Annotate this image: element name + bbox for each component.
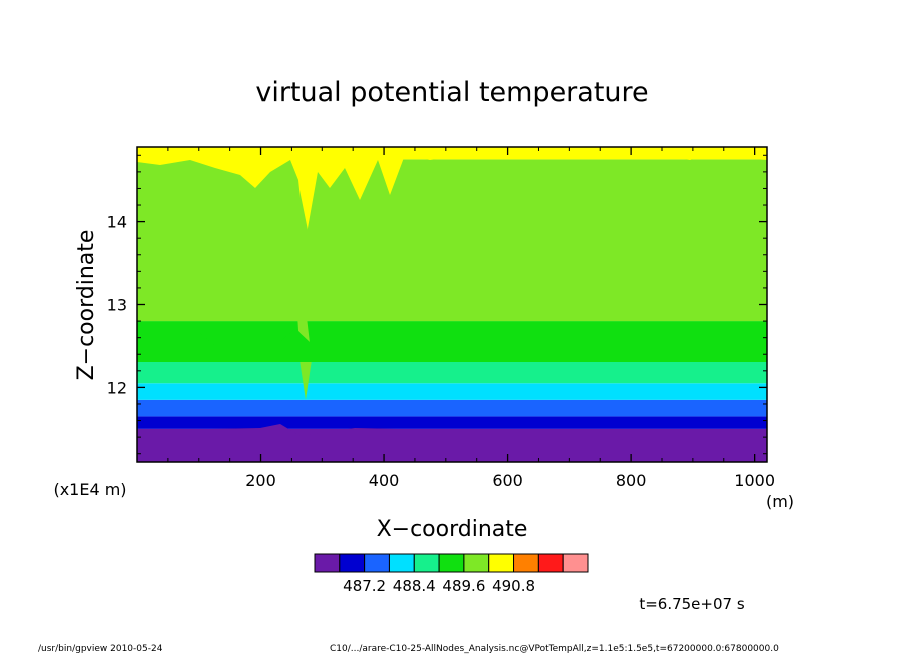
y-tick-label: 12 [107, 378, 127, 397]
x-tick-label: 1000 [734, 471, 775, 490]
colorbar-label: 487.2 [343, 577, 386, 595]
colorbar-swatch [413, 553, 440, 573]
x-axis-label: X−coordinate [377, 517, 528, 542]
colorbar-swatch [562, 553, 589, 573]
colorbar-swatch [314, 553, 341, 573]
x-tick-label: 400 [369, 471, 400, 490]
y-tick-label: 14 [107, 213, 127, 232]
x-axis-unit: (m) [766, 492, 794, 511]
colorbar: 487.2 488.4 489.6 490.8 [314, 553, 589, 595]
chart-title: virtual potential temperature [255, 77, 648, 108]
y-axis-label: Z−coordinate [74, 230, 99, 381]
x-tick-label: 800 [616, 471, 647, 490]
colorbar-swatch [463, 553, 490, 573]
plot-area [137, 147, 767, 462]
colorbar-label: 488.4 [393, 577, 436, 595]
contour-band-3 [137, 383, 767, 400]
colorbar-swatch [388, 553, 415, 573]
contour-band-2 [137, 399, 767, 417]
colorbar-label: 489.6 [442, 577, 485, 595]
contour-band-6 [137, 159, 767, 322]
x-axis: 200 400 600 800 1000 [167, 147, 775, 490]
colorbar-label: 490.8 [492, 577, 535, 595]
contour-bands [137, 147, 767, 462]
footer-left: /usr/bin/gpview 2010-05-24 [38, 644, 163, 654]
y-axis: 12 13 14 [107, 154, 767, 455]
wavy-band-interface [137, 328, 767, 362]
time-label: t=6.75e+07 s [639, 595, 745, 613]
colorbar-swatch [537, 553, 564, 573]
footer-right: C10/.../arare-C10-25-AllNodes_Analysis.n… [330, 644, 779, 654]
colorbar-swatch [513, 553, 539, 573]
x-tick-label: 600 [492, 471, 523, 490]
y-axis-unit: (x1E4 m) [53, 480, 126, 499]
colorbar-swatch [438, 553, 465, 573]
yellow-top-boundary [137, 147, 767, 245]
colorbar-swatch [364, 553, 390, 573]
contour-band-1 [137, 416, 767, 429]
colorbar-swatch [339, 553, 366, 573]
x-tick-label: 200 [245, 471, 276, 490]
purple-patches [137, 424, 767, 462]
y-tick-label: 13 [107, 296, 127, 315]
colorbar-swatch [488, 553, 515, 573]
